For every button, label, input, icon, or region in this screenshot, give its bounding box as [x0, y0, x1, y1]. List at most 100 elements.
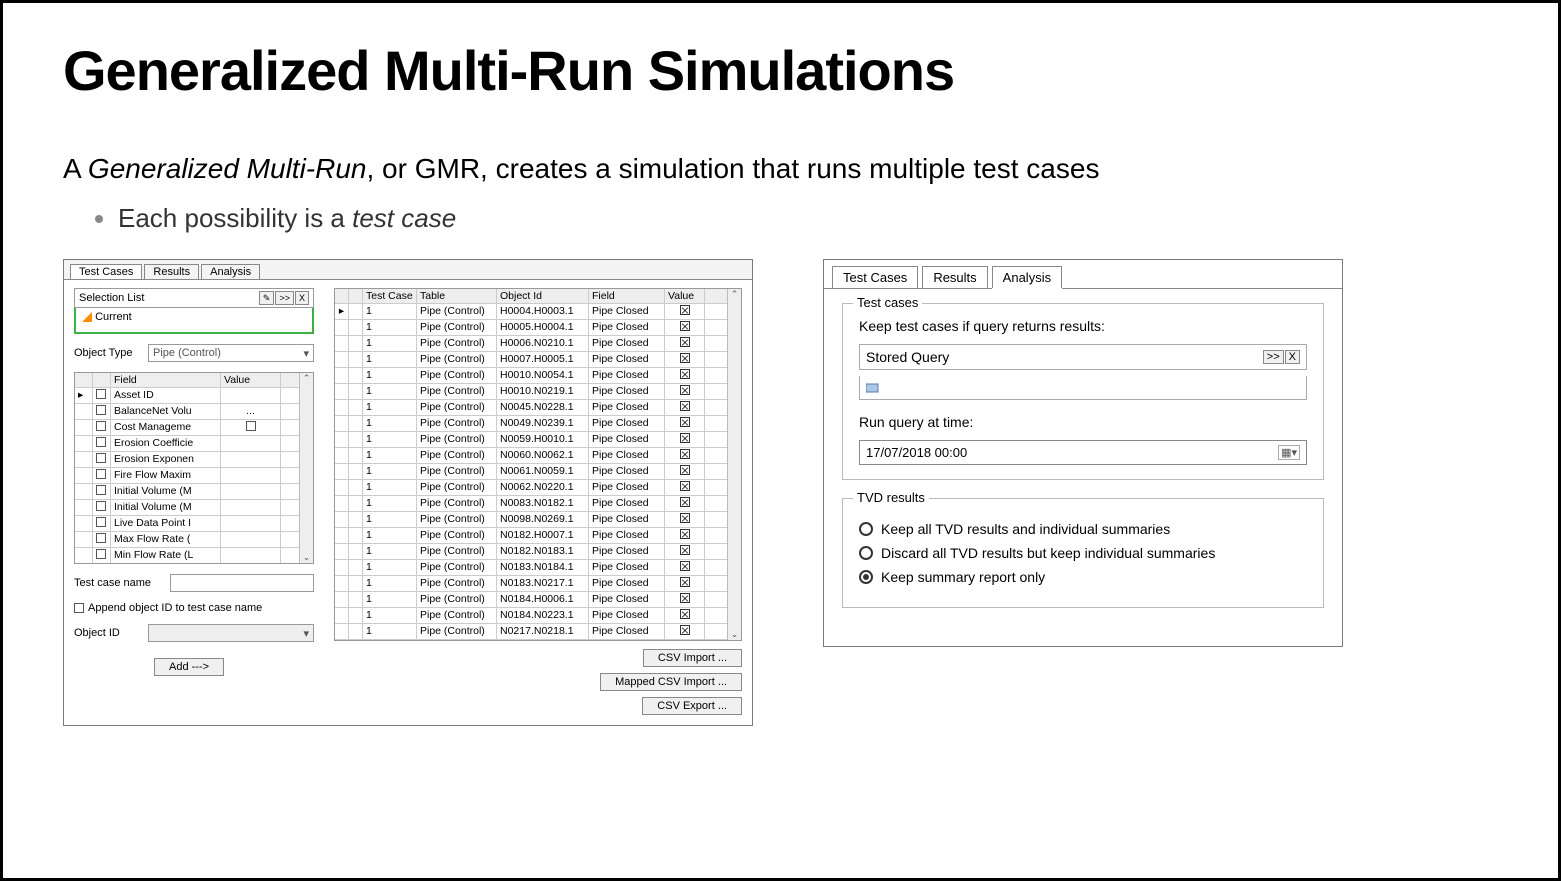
grid-row[interactable]: ▸1Pipe (Control)H0004.H0003.1Pipe Closed: [335, 304, 741, 320]
field-row[interactable]: ▸Asset ID: [75, 388, 313, 404]
object-type-select[interactable]: Pipe (Control) ▾: [148, 344, 314, 362]
tabs: Test Cases Results Analysis: [64, 260, 752, 279]
field-row[interactable]: Fire Flow Maxim: [75, 468, 313, 484]
tvd-option-2[interactable]: Discard all TVD results but keep individ…: [859, 545, 1307, 561]
selection-list-box[interactable]: Current: [74, 308, 314, 334]
tvd-option-3-label: Keep summary report only: [881, 569, 1045, 585]
intro-suffix: , or GMR, creates a simulation that runs…: [367, 153, 1100, 184]
field-row[interactable]: Min Flow Rate (L: [75, 548, 313, 564]
field-row[interactable]: Max Flow Rate (: [75, 532, 313, 548]
grid-row[interactable]: 1Pipe (Control)N0217.N0218.1Pipe Closed: [335, 624, 741, 640]
page-title: Generalized Multi-Run Simulations: [63, 38, 1498, 103]
sq-clear-button[interactable]: X: [1285, 350, 1300, 364]
test-case-name-input[interactable]: [170, 574, 314, 592]
test-case-name-label: Test case name: [74, 577, 164, 589]
tvd-option-1-label: Keep all TVD results and individual summ…: [881, 521, 1170, 537]
tab-test-cases[interactable]: Test Cases: [70, 264, 142, 279]
object-id-select[interactable]: ▾: [148, 624, 314, 642]
current-label: Current: [95, 311, 132, 323]
grid-row[interactable]: 1Pipe (Control)N0060.N0062.1Pipe Closed: [335, 448, 741, 464]
sq-browse-button[interactable]: >>: [1263, 350, 1284, 364]
grid-scrollbar[interactable]: ⌃⌄: [727, 289, 741, 640]
stored-query-label: Stored Query: [866, 349, 949, 365]
grid-row[interactable]: 1Pipe (Control)H0010.N0219.1Pipe Closed: [335, 384, 741, 400]
tvd-option-2-label: Discard all TVD results but keep individ…: [881, 545, 1215, 561]
field-row[interactable]: Cost Manageme: [75, 420, 313, 436]
grid-row[interactable]: 1Pipe (Control)N0183.N0217.1Pipe Closed: [335, 576, 741, 592]
grid-row[interactable]: 1Pipe (Control)N0083.N0182.1Pipe Closed: [335, 496, 741, 512]
chevron-down-icon: ▾: [303, 347, 309, 360]
radio-icon: [859, 570, 873, 584]
fields-header-value: Value: [221, 373, 281, 387]
bullet-item: Each possibility is a test case: [118, 203, 1498, 234]
test-cases-dialog: Test Cases Results Analysis Selection Li…: [63, 259, 753, 726]
current-icon: [82, 312, 92, 322]
selection-list-header: Selection List ✎ >> X: [74, 288, 314, 308]
intro-emphasis: Generalized Multi-Run: [88, 153, 367, 184]
field-row[interactable]: Erosion Coefficie: [75, 436, 313, 452]
object-type-value: Pipe (Control): [153, 347, 221, 359]
grid-row[interactable]: 1Pipe (Control)N0184.N0223.1Pipe Closed: [335, 608, 741, 624]
stored-query-header: Stored Query >> X: [859, 344, 1307, 370]
grid-row[interactable]: 1Pipe (Control)N0184.H0006.1Pipe Closed: [335, 592, 741, 608]
fields-header-field: Field: [111, 373, 221, 387]
pencil-icon[interactable]: ✎: [259, 291, 275, 305]
grid-row[interactable]: 1Pipe (Control)N0045.N0228.1Pipe Closed: [335, 400, 741, 416]
append-id-checkbox[interactable]: [74, 603, 84, 613]
calendar-icon[interactable]: ▦▾: [1278, 445, 1300, 460]
grid-row[interactable]: 1Pipe (Control)H0005.H0004.1Pipe Closed: [335, 320, 741, 336]
tab2-test-cases[interactable]: Test Cases: [832, 266, 918, 288]
bullet-emphasis: test case: [352, 203, 456, 233]
grid-header-objectid: Object Id: [497, 289, 589, 303]
grid-row[interactable]: 1Pipe (Control)N0062.N0220.1Pipe Closed: [335, 480, 741, 496]
field-row[interactable]: Initial Volume (M: [75, 500, 313, 516]
tvd-results-legend: TVD results: [853, 490, 929, 505]
field-row[interactable]: Initial Volume (M: [75, 484, 313, 500]
field-row[interactable]: Erosion Exponen: [75, 452, 313, 468]
grid-row[interactable]: 1Pipe (Control)H0007.H0005.1Pipe Closed: [335, 352, 741, 368]
grid-row[interactable]: 1Pipe (Control)N0183.N0184.1Pipe Closed: [335, 560, 741, 576]
tab-analysis[interactable]: Analysis: [201, 264, 260, 279]
scrollbar[interactable]: ⌃⌄: [299, 373, 313, 563]
query-icon: [866, 382, 880, 394]
next-button[interactable]: >>: [275, 291, 294, 305]
tab2-results[interactable]: Results: [922, 266, 987, 288]
grid-row[interactable]: 1Pipe (Control)N0182.H0007.1Pipe Closed: [335, 528, 741, 544]
radio-icon: [859, 522, 873, 536]
test-case-grid: Test Case Table Object Id Field Value ▸1…: [334, 288, 742, 641]
grid-header-table: Table: [417, 289, 497, 303]
tab-results[interactable]: Results: [144, 264, 199, 279]
grid-row[interactable]: 1Pipe (Control)N0098.N0269.1Pipe Closed: [335, 512, 741, 528]
datetime-input[interactable]: 17/07/2018 00:00 ▦▾: [859, 440, 1307, 465]
analysis-dialog: Test Cases Results Analysis Test cases K…: [823, 259, 1343, 647]
bullet-prefix: Each possibility is a: [118, 203, 352, 233]
radio-icon: [859, 546, 873, 560]
field-row[interactable]: BalanceNet Volu...: [75, 404, 313, 420]
fields-table: Field Value ▸Asset IDBalanceNet Volu...C…: [74, 372, 314, 564]
grid-row[interactable]: 1Pipe (Control)N0182.N0183.1Pipe Closed: [335, 544, 741, 560]
mapped-csv-import-button[interactable]: Mapped CSV Import ...: [600, 673, 742, 691]
test-cases-legend: Test cases: [853, 295, 922, 310]
close-button[interactable]: X: [295, 291, 309, 305]
grid-header-testcase: Test Case: [363, 289, 417, 303]
grid-row[interactable]: 1Pipe (Control)N0049.N0239.1Pipe Closed: [335, 416, 741, 432]
stored-query-box[interactable]: [859, 376, 1307, 400]
csv-export-button[interactable]: CSV Export ...: [642, 697, 742, 715]
intro-prefix: A: [63, 153, 88, 184]
chevron-down-icon: ▾: [303, 627, 309, 640]
add-button[interactable]: Add --->: [154, 658, 224, 676]
grid-header-field: Field: [589, 289, 665, 303]
grid-row[interactable]: 1Pipe (Control)N0061.N0059.1Pipe Closed: [335, 464, 741, 480]
object-type-label: Object Type: [74, 347, 142, 359]
tvd-option-1[interactable]: Keep all TVD results and individual summ…: [859, 521, 1307, 537]
tab2-analysis[interactable]: Analysis: [992, 266, 1062, 288]
grid-row[interactable]: 1Pipe (Control)H0010.N0054.1Pipe Closed: [335, 368, 741, 384]
test-cases-fieldset: Test cases Keep test cases if query retu…: [842, 303, 1324, 480]
keep-test-cases-label: Keep test cases if query returns results…: [859, 318, 1307, 334]
grid-row[interactable]: 1Pipe (Control)H0006.N0210.1Pipe Closed: [335, 336, 741, 352]
csv-import-button[interactable]: CSV Import ...: [643, 649, 742, 667]
field-row[interactable]: Live Data Point I: [75, 516, 313, 532]
grid-row[interactable]: 1Pipe (Control)N0059.H0010.1Pipe Closed: [335, 432, 741, 448]
tvd-option-3[interactable]: Keep summary report only: [859, 569, 1307, 585]
run-query-label: Run query at time:: [859, 414, 1307, 430]
